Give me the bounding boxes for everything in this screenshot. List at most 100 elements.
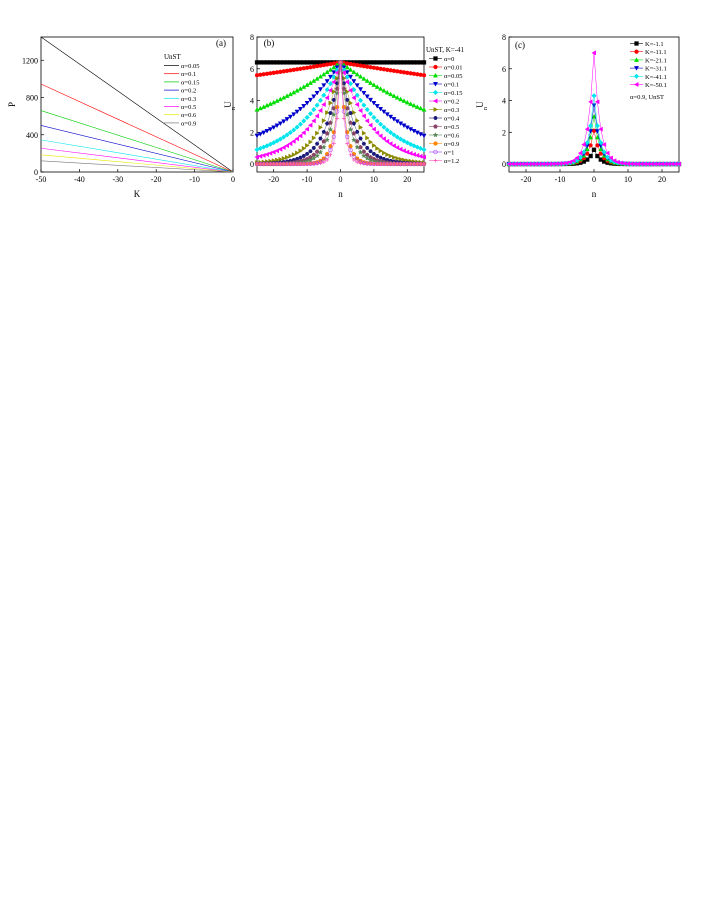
data-point xyxy=(327,80,334,87)
y-tick-label: 6 xyxy=(250,65,254,74)
data-point xyxy=(418,105,424,111)
data-point xyxy=(320,144,327,150)
data-point xyxy=(307,122,313,128)
data-point xyxy=(301,145,307,151)
data-point xyxy=(287,114,293,120)
data-point xyxy=(317,149,324,155)
legend-marker xyxy=(433,124,438,129)
y-tick-label: 800 xyxy=(26,94,38,103)
data-point xyxy=(331,134,336,140)
data-point xyxy=(294,136,300,142)
data-point xyxy=(355,129,360,134)
data-point xyxy=(411,128,417,134)
data-point xyxy=(301,104,307,109)
data-point xyxy=(375,145,380,151)
y-tick-label: 2 xyxy=(502,128,506,137)
data-point xyxy=(331,89,337,95)
data-point xyxy=(381,88,387,93)
data-point xyxy=(285,154,290,160)
legend-label: K=-1.1 xyxy=(645,41,664,48)
data-point xyxy=(261,152,266,158)
data-point xyxy=(317,108,323,114)
data-point xyxy=(367,122,373,128)
data-point xyxy=(297,133,303,139)
x-tick-label: 0 xyxy=(231,175,235,184)
y-tick-label: 4 xyxy=(250,97,254,106)
data-point xyxy=(368,97,374,103)
data-point xyxy=(267,127,273,132)
data-point xyxy=(368,139,374,145)
legend-label: α=0.3 xyxy=(444,107,459,114)
x-tick-label: -20 xyxy=(268,175,279,184)
data-point xyxy=(411,151,416,157)
data-point xyxy=(324,69,330,75)
legend-label: α=0.4 xyxy=(444,116,460,123)
data-point xyxy=(357,97,364,104)
data-point xyxy=(277,96,283,102)
data-point xyxy=(378,86,384,91)
data-point xyxy=(354,83,360,88)
data-point xyxy=(418,132,424,137)
data-point xyxy=(317,73,323,79)
legend-label: α=0.01 xyxy=(444,65,462,72)
data-point xyxy=(414,104,420,109)
data-point xyxy=(311,94,317,100)
data-point xyxy=(278,156,283,162)
series-line xyxy=(40,36,234,173)
data-point xyxy=(341,104,346,110)
data-point xyxy=(611,158,617,164)
legend-marker xyxy=(432,72,439,78)
data-point xyxy=(364,106,370,113)
data-point xyxy=(291,112,297,117)
data-point xyxy=(281,119,287,124)
data-point xyxy=(254,133,260,139)
data-point xyxy=(344,64,350,70)
data-point xyxy=(281,134,287,140)
legend-label: α=0.5 xyxy=(181,104,196,111)
data-point xyxy=(384,138,390,144)
data-point xyxy=(564,160,569,166)
data-point xyxy=(308,139,314,145)
data-point xyxy=(594,123,601,129)
y-axis-label: U xyxy=(475,101,485,108)
data-point xyxy=(574,155,579,161)
data-point xyxy=(421,107,427,112)
legend-label: K=-11.1 xyxy=(645,49,667,56)
legend-marker xyxy=(432,82,439,87)
data-point xyxy=(371,142,377,149)
data-point xyxy=(615,159,620,165)
data-point xyxy=(375,154,380,158)
data-point xyxy=(344,74,350,80)
legend-title: UnST xyxy=(164,53,181,61)
data-point xyxy=(381,136,386,142)
data-point xyxy=(351,95,356,101)
data-point xyxy=(331,79,336,85)
data-point xyxy=(584,140,590,146)
data-point xyxy=(385,152,390,158)
x-tick-label: -20 xyxy=(521,175,532,184)
data-point xyxy=(391,154,397,160)
data-point xyxy=(401,148,406,154)
data-point xyxy=(391,143,396,149)
data-point xyxy=(281,145,286,151)
data-point xyxy=(348,147,353,153)
data-point xyxy=(591,113,597,119)
legend-label: K=-41.1 xyxy=(645,74,667,81)
data-point xyxy=(271,125,277,131)
data-point xyxy=(408,127,414,132)
data-point xyxy=(345,130,350,135)
legend-marker xyxy=(433,56,438,61)
y-axis-label: P xyxy=(7,102,17,107)
data-point xyxy=(598,126,603,132)
data-point xyxy=(311,118,316,124)
legend-label: α=0.6 xyxy=(181,112,197,119)
data-point xyxy=(361,76,367,81)
data-point xyxy=(391,117,397,122)
data-point xyxy=(381,109,387,115)
data-point xyxy=(321,71,327,77)
data-point xyxy=(355,118,360,124)
data-point xyxy=(281,94,287,100)
x-tick-label: 0 xyxy=(592,175,596,184)
data-point xyxy=(594,99,600,105)
data-point xyxy=(344,97,350,102)
